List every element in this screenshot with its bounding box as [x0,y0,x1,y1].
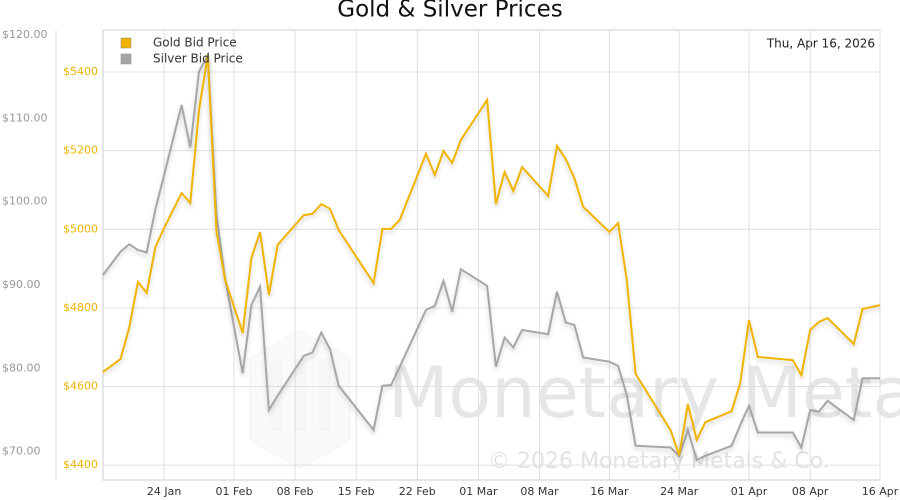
y2-tick-label: $120.00 [2,28,48,41]
y-tick-label: $4800 [63,301,98,314]
series-line [102,55,881,456]
legend-label: Silver Bid Price [153,52,243,66]
y-tick-label: $4600 [63,379,98,392]
y2-tick-label: $80.00 [2,361,41,374]
y2-tick-label: $110.00 [2,111,48,124]
y-tick-label: $5200 [63,144,98,157]
x-tick-label: 01 Apr [731,485,768,498]
legend-swatch [120,37,132,49]
logo-watermark [249,329,351,469]
x-tick-label: 08 Feb [277,485,314,498]
chart-title: Gold & Silver Prices [337,0,562,23]
x-tick-label: 24 Mar [660,485,699,498]
y2-tick-label: $100.00 [2,195,48,208]
x-tick-label: 01 Mar [459,485,498,498]
x-tick-label: 24 Jan [147,485,181,498]
y-tick-label: $4400 [63,458,98,471]
y2-tick-label: $90.00 [2,278,41,291]
watermark: Monetary Metals [388,352,900,434]
x-tick-label: 16 Mar [590,485,629,498]
y2-tick-label: $70.00 [2,445,41,458]
x-tick-label: 08 Mar [520,485,559,498]
y-tick-label: $5400 [63,65,98,78]
legend-swatch [120,53,132,65]
legend-label: Gold Bid Price [153,36,237,50]
x-tick-label: 15 Feb [338,485,375,498]
y-tick-label: $5000 [63,222,98,235]
x-tick-label: 16 Apr [862,485,899,498]
date-label: Thu, Apr 16, 2026 [766,37,875,51]
x-tick-label: 01 Feb [215,485,252,498]
copyright: © 2026 Monetary Metals & Co. [488,449,830,474]
x-tick-label: 22 Feb [399,485,436,498]
x-tick-label: 08 Apr [792,485,829,498]
